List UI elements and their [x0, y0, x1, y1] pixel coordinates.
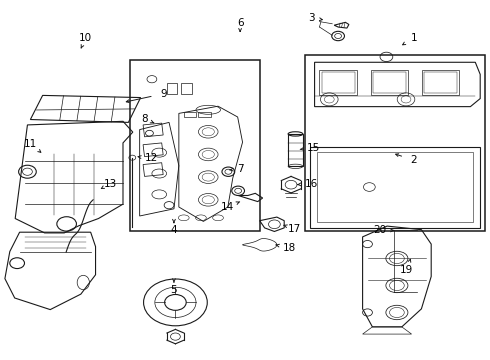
- Text: 8: 8: [141, 114, 148, 124]
- Text: 12: 12: [145, 153, 159, 163]
- Bar: [370, 70, 408, 95]
- Bar: [373, 72, 406, 93]
- Text: 7: 7: [237, 164, 244, 174]
- Text: 11: 11: [24, 139, 38, 149]
- Text: 14: 14: [221, 202, 235, 212]
- Text: 10: 10: [79, 33, 92, 43]
- Bar: [305, 55, 485, 231]
- Bar: [322, 72, 355, 93]
- Text: 9: 9: [161, 89, 168, 99]
- Text: 6: 6: [237, 18, 244, 28]
- Bar: [422, 70, 459, 95]
- Text: 17: 17: [287, 224, 301, 234]
- Bar: [130, 60, 260, 231]
- Text: 16: 16: [304, 179, 318, 189]
- Text: 4: 4: [171, 225, 177, 235]
- Text: 19: 19: [400, 265, 414, 275]
- Bar: [319, 70, 357, 95]
- Text: 13: 13: [103, 179, 117, 189]
- Text: 3: 3: [308, 13, 315, 23]
- Text: 2: 2: [411, 155, 417, 165]
- Bar: [167, 83, 177, 94]
- Bar: [424, 72, 457, 93]
- Text: 18: 18: [282, 243, 296, 253]
- Text: 15: 15: [307, 143, 320, 153]
- Text: 20: 20: [373, 225, 386, 235]
- Bar: [181, 83, 192, 94]
- Text: 5: 5: [171, 285, 177, 295]
- Bar: [198, 112, 211, 117]
- Bar: [184, 112, 196, 117]
- Text: 1: 1: [411, 33, 417, 43]
- Bar: [288, 134, 303, 166]
- Bar: [317, 152, 473, 222]
- Bar: [310, 147, 480, 228]
